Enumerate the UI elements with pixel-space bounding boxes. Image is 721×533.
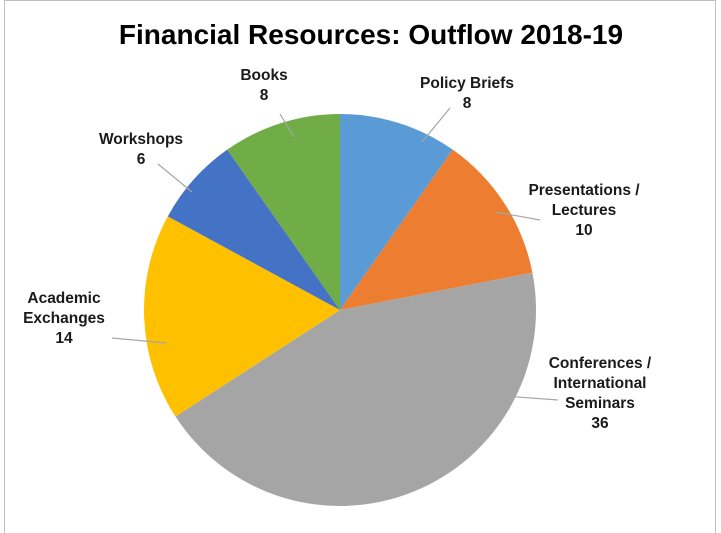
data-label-value: 8 xyxy=(260,87,269,104)
pie-slice-books xyxy=(227,114,340,310)
data-label-text: Seminars xyxy=(565,395,635,412)
data-label-text: Policy Briefs xyxy=(420,75,514,92)
data-label-text: International xyxy=(553,375,646,392)
data-label-value: 14 xyxy=(55,330,73,347)
pie-slice-academic-exchanges xyxy=(144,216,340,417)
leader-line xyxy=(279,113,295,138)
pie-slice-conferences-international-seminars xyxy=(175,272,537,507)
data-label-text: Exchanges xyxy=(23,310,105,327)
pie-slice-policy-briefs xyxy=(340,114,453,310)
leader-line xyxy=(111,337,167,344)
data-label: Presentations / Lectures 10 xyxy=(528,182,640,239)
data-label-value: 6 xyxy=(137,151,146,168)
data-label-text: Lectures xyxy=(552,202,617,219)
data-label-text: Academic xyxy=(27,290,101,307)
data-label: Books 8 xyxy=(240,67,287,104)
leader-line xyxy=(157,163,193,193)
data-label-value: 8 xyxy=(463,95,472,112)
chart-title: Financial Resources: Outflow 2018-19 xyxy=(119,19,623,50)
leader-line xyxy=(489,394,559,401)
data-label: Workshops 6 xyxy=(99,131,183,168)
pie-slice-workshops xyxy=(167,149,340,310)
leader-line xyxy=(421,107,451,143)
data-label-text: Presentations / xyxy=(528,182,640,199)
data-label: Policy Briefs 8 xyxy=(420,75,514,112)
data-label: Academic Exchanges 14 xyxy=(23,290,105,347)
data-label-text: Books xyxy=(240,67,287,84)
data-label-value: 10 xyxy=(575,222,592,239)
data-label-text: Conferences / xyxy=(549,355,652,372)
data-label-value: 36 xyxy=(591,415,609,432)
data-label-text: Workshops xyxy=(99,131,183,148)
pie-slice-presentations-lectures xyxy=(340,149,533,310)
data-label: Conferences / International Seminars 36 xyxy=(549,355,652,432)
leader-line xyxy=(495,211,541,221)
